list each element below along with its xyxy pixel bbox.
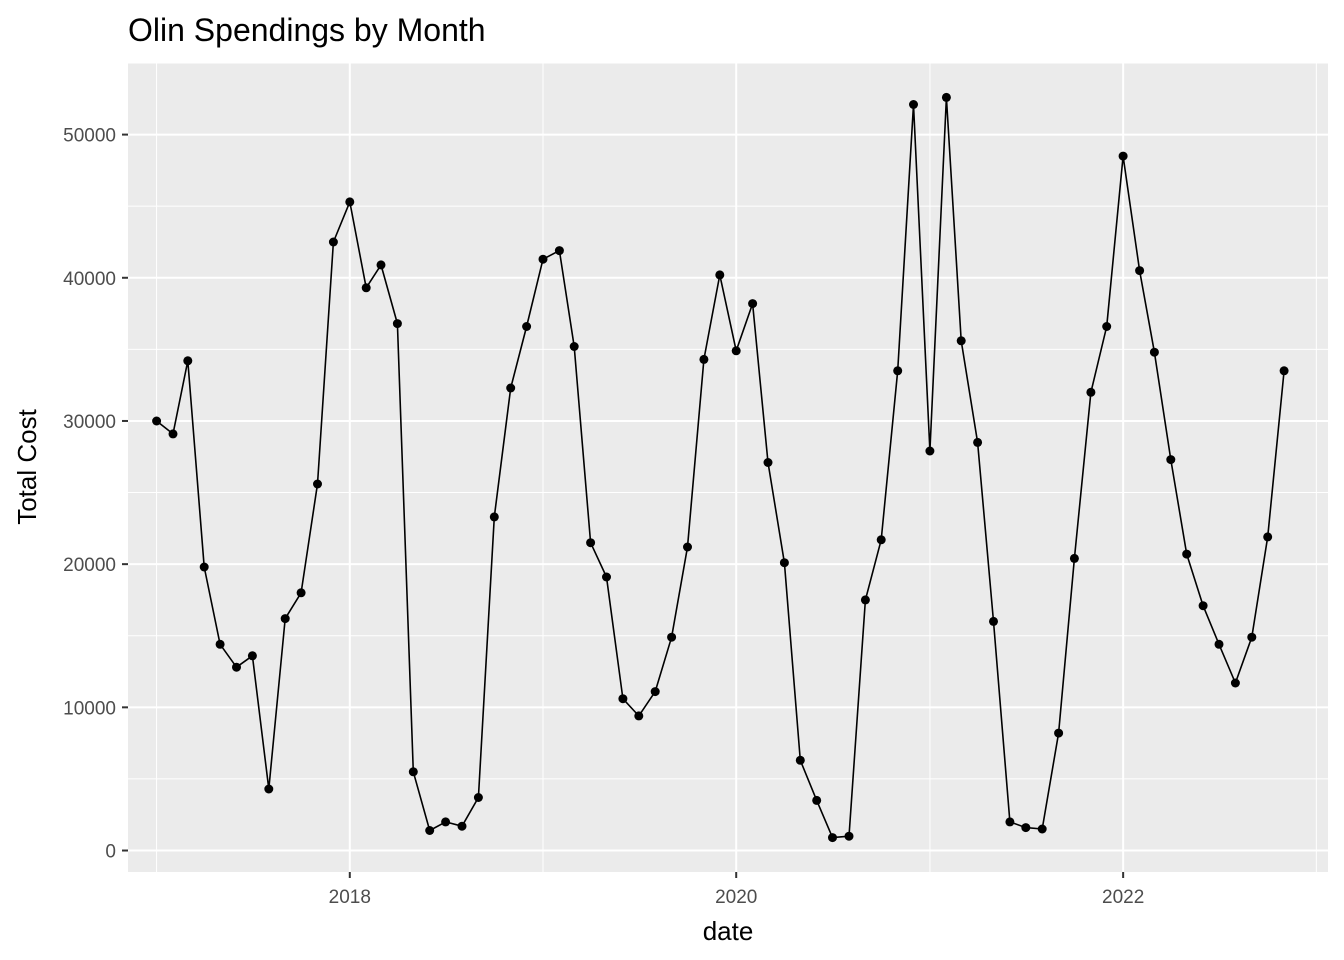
data-point — [232, 662, 241, 672]
x-tick-label: 2022 — [1102, 887, 1144, 908]
data-point — [506, 383, 516, 393]
y-axis-title: Total Cost — [12, 408, 42, 524]
plot-panel — [128, 63, 1328, 872]
data-point — [199, 562, 209, 572]
data-point — [795, 755, 805, 765]
y-tick-label: 0 — [105, 842, 116, 863]
data-point — [538, 254, 548, 264]
x-tick-label: 2020 — [715, 887, 757, 908]
data-point — [748, 299, 758, 309]
data-point — [602, 572, 611, 582]
data-point — [1118, 151, 1128, 161]
data-point — [941, 92, 951, 102]
data-point — [973, 437, 983, 447]
data-point — [779, 558, 789, 568]
y-tick-label: 10000 — [63, 698, 116, 719]
major-gridlines — [128, 63, 1328, 872]
data-point — [328, 237, 338, 247]
y-axis: 0 10000 20000 30000 40000 50000 — [63, 126, 128, 863]
data-point — [345, 197, 355, 207]
series-points — [152, 92, 1289, 843]
x-axis: 2018 2020 2022 — [329, 872, 1144, 908]
data-point — [1279, 366, 1289, 376]
x-tick-label: 2018 — [329, 887, 371, 908]
data-point — [1135, 266, 1145, 276]
data-point — [1069, 553, 1079, 563]
data-point — [280, 614, 290, 624]
data-point — [473, 793, 483, 802]
data-point — [763, 458, 773, 467]
data-point — [457, 821, 467, 831]
data-point — [247, 651, 257, 661]
data-point — [699, 354, 709, 364]
data-point — [168, 429, 178, 439]
data-point — [183, 356, 193, 366]
data-point — [152, 416, 162, 426]
data-point — [1021, 823, 1031, 833]
data-point — [860, 595, 870, 605]
data-point — [618, 694, 628, 704]
x-axis-title: date — [703, 916, 754, 946]
data-point — [876, 535, 886, 545]
data-point — [634, 711, 644, 721]
data-point — [586, 538, 596, 548]
data-point — [715, 270, 725, 280]
data-point — [441, 817, 451, 827]
data-point — [1149, 347, 1159, 357]
data-point — [392, 319, 402, 329]
minor-gridlines — [128, 62, 1328, 872]
data-point — [683, 542, 692, 552]
data-point — [408, 767, 418, 777]
data-point — [1005, 817, 1015, 827]
data-point — [264, 784, 274, 794]
y-tick-label: 20000 — [63, 555, 116, 576]
data-point — [989, 616, 998, 626]
data-point — [1247, 632, 1257, 642]
data-point — [1263, 532, 1273, 542]
data-point — [1102, 322, 1112, 331]
data-point — [313, 479, 322, 489]
data-point — [569, 342, 579, 351]
data-point — [376, 260, 386, 270]
y-tick-label: 50000 — [63, 126, 116, 147]
data-point — [1037, 824, 1047, 834]
y-tick-label: 40000 — [63, 269, 116, 290]
chart-title: Olin Spendings by Month — [128, 12, 486, 48]
data-point — [893, 366, 903, 376]
data-point — [667, 632, 677, 642]
data-point — [909, 100, 918, 109]
data-point — [296, 588, 306, 598]
data-point — [489, 512, 499, 522]
data-point — [1182, 549, 1192, 559]
data-point — [425, 826, 435, 835]
data-point — [828, 833, 837, 843]
data-point — [361, 283, 371, 293]
data-point — [554, 246, 564, 256]
data-point — [1230, 678, 1240, 688]
data-point — [731, 346, 741, 356]
data-point — [522, 322, 532, 331]
data-point — [1086, 387, 1096, 397]
data-point — [1166, 455, 1176, 465]
data-point — [844, 831, 854, 841]
data-point — [956, 336, 966, 346]
data-point — [1214, 639, 1224, 649]
data-point — [1054, 728, 1064, 738]
data-point — [925, 446, 935, 456]
data-point — [650, 687, 660, 697]
data-point — [215, 639, 225, 649]
y-tick-label: 30000 — [63, 412, 116, 433]
data-point — [1198, 601, 1208, 611]
data-point — [812, 795, 822, 805]
